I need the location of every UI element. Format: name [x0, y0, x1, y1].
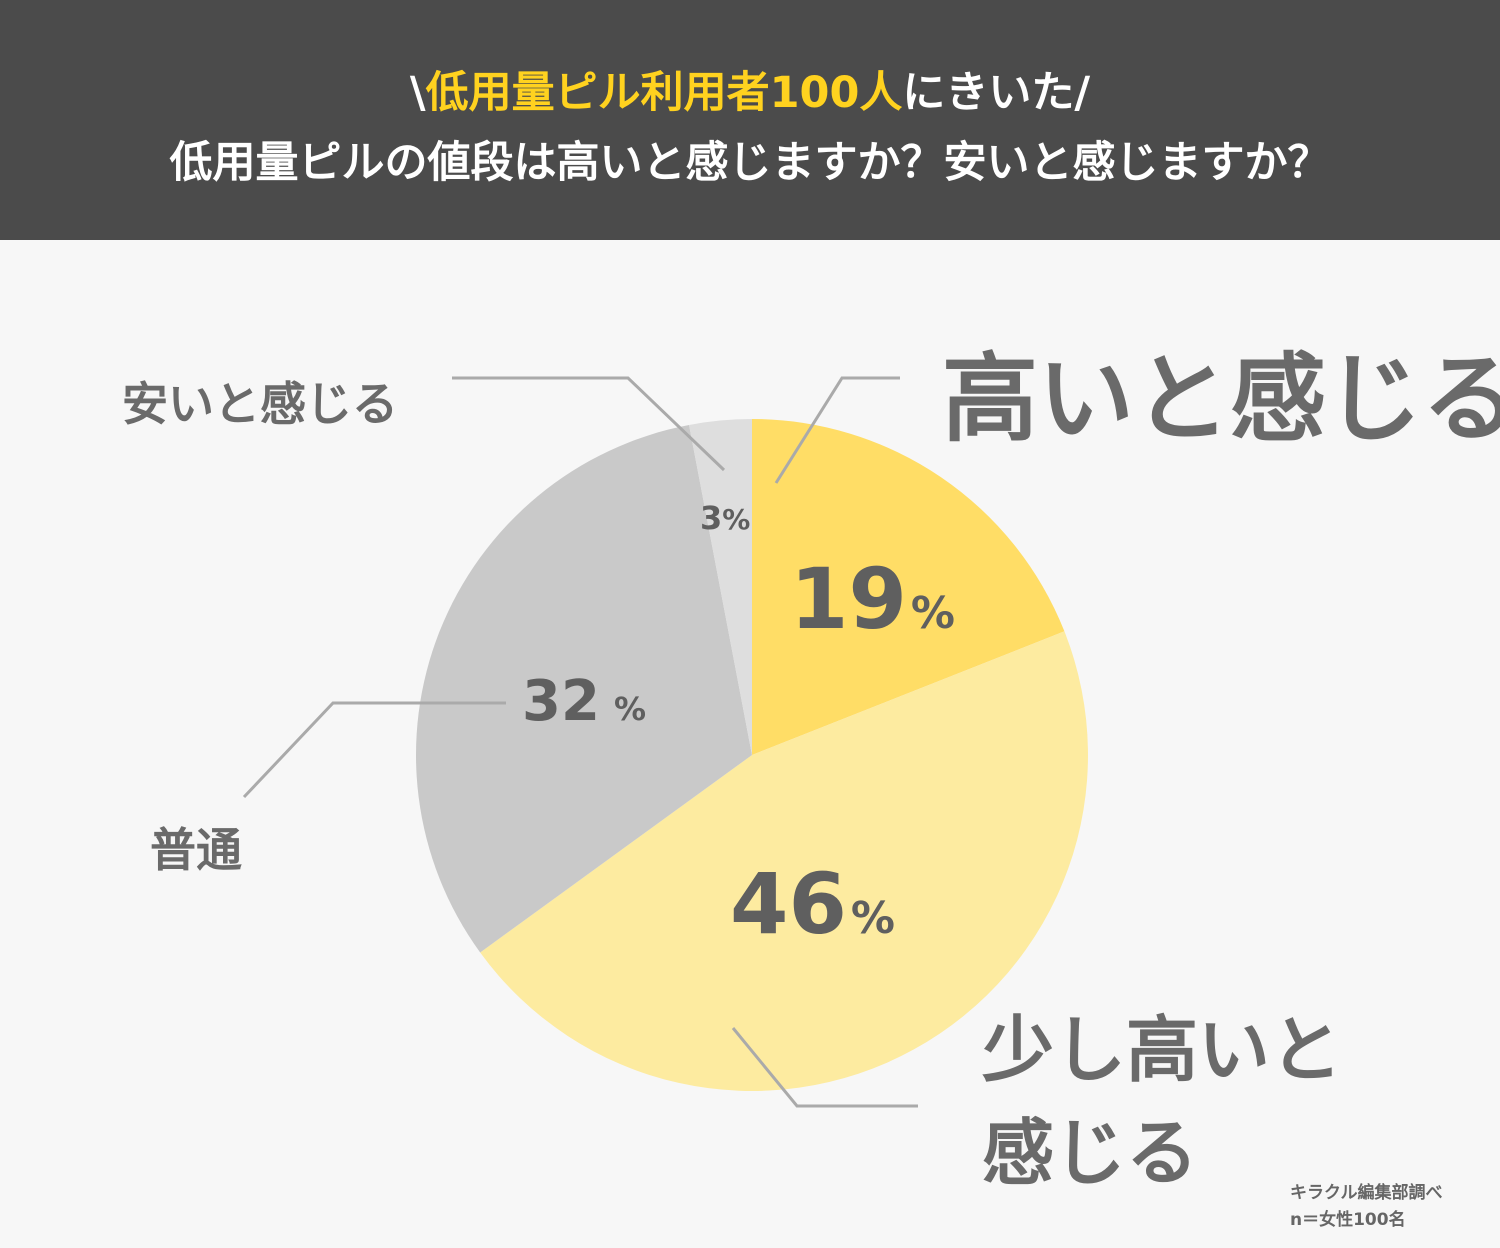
leader-line-slightly-high — [731, 1027, 918, 1108]
value-label-cheap: 3% — [700, 499, 750, 537]
value-label-normal: 32% — [522, 669, 646, 734]
category-label-slightly-high-line1: 少し高いと — [982, 1008, 1342, 1092]
title-highlight: 低用量ピル利用者100人 — [425, 68, 903, 118]
value-unit-high: % — [911, 588, 955, 639]
title-suffix: にきいた/ — [902, 68, 1091, 118]
pie-slice-high — [752, 419, 1065, 755]
chart-header: \低用量ピル利用者100人にきいた/ 低用量ピルの値段は高いと感じますか？安いと… — [0, 0, 1500, 240]
title-prefix: \ — [409, 68, 426, 118]
pie-slice-slightly-high — [480, 631, 1088, 1091]
category-label-normal: 普通 — [150, 823, 242, 877]
pie-slice-normal — [415, 424, 752, 953]
pie-slice-cheap — [689, 419, 752, 755]
source-line2: n＝女性100名 — [1290, 1210, 1406, 1230]
leader-line-normal — [242, 701, 506, 799]
value-unit-slightly-high: % — [851, 893, 895, 944]
value-unit-cheap: % — [722, 503, 750, 536]
chart-title-line1: \低用量ピル利用者100人にきいた/ — [0, 58, 1500, 128]
leader-line-cheap — [452, 376, 726, 472]
value-unit-normal: % — [614, 690, 646, 728]
value-number-normal: 32 — [522, 669, 600, 734]
value-number-slightly-high: 46 — [730, 855, 847, 953]
value-number-high: 19 — [790, 550, 907, 648]
leader-line-high — [774, 376, 900, 484]
category-label-cheap: 安いと感じる — [122, 377, 398, 431]
category-label-high: 高いと感じる — [942, 343, 1500, 455]
chart-title-line2: 低用量ピルの値段は高いと感じますか？安いと感じますか？ — [169, 138, 1331, 188]
category-label-slightly-high-line2: 感じる — [982, 1111, 1198, 1195]
source-line1: キラクル編集部調べ — [1290, 1183, 1443, 1203]
value-label-slightly-high: 46% — [730, 855, 895, 953]
value-label-high: 19% — [790, 550, 955, 648]
source-note: キラクル編集部調べ n＝女性100名 — [1290, 1180, 1490, 1234]
value-number-cheap: 3 — [700, 499, 722, 537]
